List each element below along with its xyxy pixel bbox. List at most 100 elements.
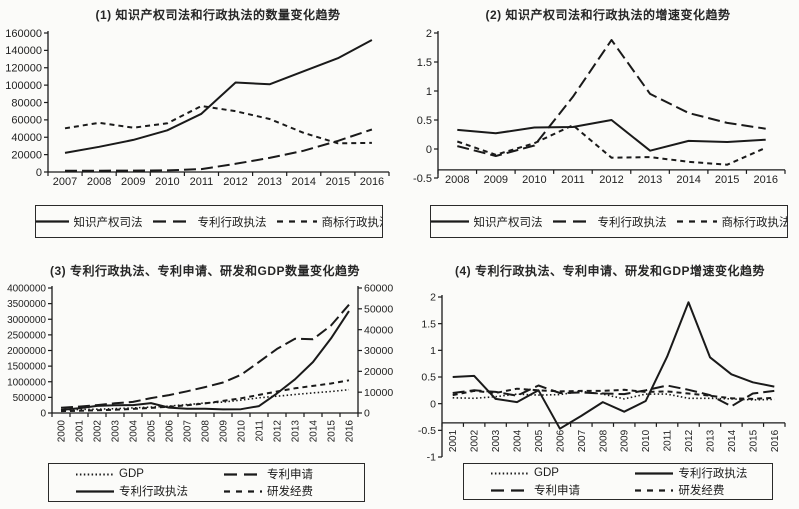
x-tick-label: 2010 <box>237 420 248 443</box>
legend-item-专利行政执法: 专利行政执法 <box>552 214 667 230</box>
y-tick-label: -0.5 <box>418 425 436 437</box>
y-tick-label: 30000 <box>364 345 393 357</box>
axes <box>51 286 359 414</box>
x-axis-labels: 2000 2001 2002 2003 2004 2005 2006 2007 2008 2009… <box>51 413 359 443</box>
y-tick-label: 40000 <box>11 132 42 144</box>
y-tick-label: 60000 <box>11 115 42 127</box>
x-tick-label: 2010 <box>155 176 179 188</box>
y-tick-label: 1 <box>430 345 436 357</box>
long-dash-line-sample-icon <box>491 488 529 492</box>
x-tick-label: 2009 <box>620 429 631 452</box>
legend-item-GDP: GDP <box>490 465 634 481</box>
axes <box>47 31 389 173</box>
x-tick-label: 2016 <box>360 176 384 188</box>
series-line-商标行政执法 <box>456 124 767 166</box>
dotted-line-sample-icon <box>491 472 529 474</box>
x-tick-label: 2003 <box>111 420 122 443</box>
chart-2-legend: 知识产权司法 专利行政执法 商标行政执法 <box>430 205 788 238</box>
x-tick-label: 2006 <box>165 420 176 443</box>
right-axis-labels: 0 10000 20000 30000 40000 50000 60000 <box>358 283 393 420</box>
legend-label: GDP <box>534 467 559 479</box>
x-tick-label: 2013 <box>638 174 662 186</box>
x-tick-label: 2013 <box>257 176 281 188</box>
series-line-专利行政执法 <box>457 39 766 157</box>
y-tick-label: 3500000 <box>7 299 46 310</box>
series-line-知识产权司法 <box>64 39 373 154</box>
y-tick-label: 120000 <box>5 63 42 75</box>
x-tick-label: 2012 <box>599 174 623 186</box>
dotted-line-sample-icon <box>76 473 114 475</box>
y-tick-label: 500000 <box>13 393 47 404</box>
y-tick-label: 0 <box>430 398 436 410</box>
legend-item-商标行政执法: 商标行政执法 <box>676 214 788 230</box>
x-tick-label: 2012 <box>684 429 695 452</box>
series-line-商标行政执法 <box>64 105 372 145</box>
x-tick-label: 2014 <box>309 420 320 443</box>
x-tick-label: 2013 <box>291 420 302 443</box>
x-tick-label: 2004 <box>513 429 524 452</box>
legend-item-专利行政执法: 专利行政执法 <box>75 483 223 499</box>
chart-3-legend: GDP 专利申请 专利行政执法 研发经费 <box>48 463 365 502</box>
y-tick-label: 20000 <box>364 366 393 378</box>
x-tick-label: 2009 <box>219 420 230 443</box>
x-tick-label: 2014 <box>676 174 700 186</box>
legend-item-商标行政执法: 商标行政执法 <box>276 214 383 230</box>
x-tick-label: 2005 <box>147 420 158 443</box>
x-tick-label: 2011 <box>663 429 674 451</box>
y-tick-label: 0 <box>40 409 46 420</box>
x-tick-label: 2015 <box>326 176 350 188</box>
legend-label: 专利行政执法 <box>197 216 267 229</box>
legend-label: 专利申请 <box>266 469 313 481</box>
y-axis-labels: 0 20000 40000 60000 80000 100000 120000 140000 1… <box>5 28 48 179</box>
x-tick-label: 2016 <box>753 174 777 186</box>
series-line-GDP <box>452 390 775 401</box>
y-axis-labels: -1 -0.5 0 0.5 1 1.5 2 <box>418 292 442 464</box>
series-line-专利行政执法 <box>65 128 373 172</box>
series-line-GDP <box>60 388 350 411</box>
x-tick-label: 2011 <box>561 174 585 186</box>
long-dash-line-sample-icon <box>552 220 593 223</box>
y-tick-label: 80000 <box>11 97 42 109</box>
x-axis-labels: 2001 2002 2003 2004 2005 2006 2007 2008 2009 2010… <box>441 422 786 452</box>
x-tick-label: 2009 <box>484 174 508 186</box>
solid-line-sample-icon <box>36 220 69 223</box>
y-tick-label: 2000000 <box>7 346 46 357</box>
x-tick-label: 2010 <box>641 429 652 452</box>
y-tick-label: 50000 <box>364 303 393 315</box>
x-tick-label: 2008 <box>87 176 111 188</box>
chart-1-canvas: 0 20000 40000 60000 80000 100000 120000 140000 1… <box>5 28 390 188</box>
chart-3-canvas: 0500000100000015000002000000250000030000… <box>7 283 393 443</box>
series-line-专利申请 <box>60 304 350 409</box>
x-tick-label: 2008 <box>201 420 212 443</box>
x-tick-label: 2012 <box>223 176 247 188</box>
legend-item-专利申请: 专利申请 <box>223 466 360 482</box>
chart-4-legend: GDP 专利行政执法专利申请 研发经费 <box>463 463 773 500</box>
x-tick-label: 2002 <box>93 420 104 443</box>
y-tick-label: 0 <box>36 167 42 179</box>
short-dash-line-sample-icon <box>635 488 674 492</box>
short-dash-line-sample-icon <box>223 489 262 493</box>
y-tick-label: 0.5 <box>421 372 436 384</box>
legend-label: 专利行政执法 <box>678 468 748 480</box>
legend-item-研发经费: 研发经费 <box>223 483 360 499</box>
x-tick-label: 2011 <box>190 176 214 188</box>
chart-panel-2: (2) 知识产权司法和行政执法的增速变化趋势 -0.5 0 0.5 1 1.5 2 2008… <box>400 0 799 255</box>
y-tick-label: 40000 <box>364 324 393 336</box>
y-tick-label: 4000000 <box>7 284 46 295</box>
y-tick-label: 3000000 <box>7 315 46 326</box>
legend-label: 研发经费 <box>678 485 725 497</box>
x-tick-label: 2003 <box>491 429 502 452</box>
chart-3-title: (3) 专利行政执法、专利申请、研发和GDP数量变化趋势 <box>49 264 360 278</box>
legend-label: 商标行政执法 <box>321 216 383 229</box>
chart-panel-3: (3) 专利行政执法、专利申请、研发和GDP数量变化趋势 0 500000 1000… <box>0 255 400 509</box>
y-tick-label: 1 <box>426 86 432 98</box>
series-line-专利行政执法 <box>60 310 350 411</box>
y-tick-label: 2500000 <box>7 330 46 341</box>
legend-item-专利申请: 专利申请 <box>490 482 634 498</box>
legend-item-专利行政执法: 专利行政执法 <box>634 465 768 481</box>
y-tick-label: 10000 <box>364 387 393 399</box>
legend-label: 商标行政执法 <box>721 216 788 229</box>
x-tick-label: 2000 <box>57 420 68 443</box>
x-tick-label: 2008 <box>445 174 469 186</box>
